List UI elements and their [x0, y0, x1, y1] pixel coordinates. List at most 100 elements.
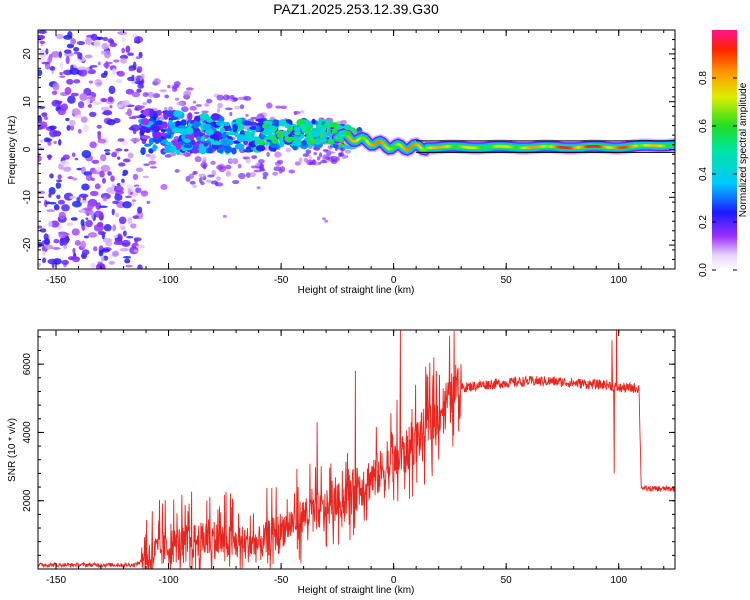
- scatter-blob: [147, 91, 154, 98]
- noise-blob: [57, 199, 66, 205]
- noise-blob: [115, 79, 123, 84]
- scatter-blob: [245, 172, 251, 178]
- band-blob: [250, 130, 255, 138]
- x-tick-label: -100: [159, 275, 179, 286]
- band-blob: [255, 144, 266, 152]
- noise-blob: [97, 231, 106, 236]
- scatter-blob: [289, 170, 294, 174]
- band-blob: [150, 124, 159, 132]
- noise-blob: [88, 111, 97, 118]
- bright-blob: [275, 130, 284, 136]
- noise-blob: [41, 250, 46, 256]
- scatter-blob: [183, 151, 191, 157]
- band-blob: [322, 127, 327, 132]
- noise-blob: [127, 52, 134, 56]
- noise-blob: [100, 164, 111, 173]
- noise-blob: [69, 195, 76, 200]
- noise-blob: [70, 38, 77, 45]
- noise-blob: [85, 217, 89, 220]
- noise-blob: [55, 182, 62, 189]
- band-blob: [234, 143, 245, 150]
- band-blob: [202, 123, 212, 130]
- scatter-blob: [313, 152, 318, 156]
- figure-title: PAZ1.2025.253.12.39.G30: [273, 1, 439, 17]
- band-blob: [249, 126, 258, 130]
- noise-blob: [39, 40, 46, 44]
- noise-blob: [135, 245, 145, 249]
- noise-blob: [45, 48, 49, 55]
- noise-blob: [58, 139, 62, 146]
- noise-blob: [77, 51, 81, 59]
- noise-blob: [118, 162, 126, 167]
- noise-blob: [107, 171, 112, 176]
- scatter-blob: [195, 104, 203, 107]
- scatter-blob: [312, 159, 317, 166]
- band-blob: [316, 124, 322, 129]
- scatter-blob: [216, 176, 221, 181]
- colorbar-tick-label: 0.4: [698, 167, 709, 181]
- noise-blob: [70, 92, 79, 97]
- scatter-blob: [242, 156, 251, 159]
- noise-blob: [108, 85, 116, 95]
- scatter-blob: [335, 156, 340, 162]
- noise-blob: [132, 61, 137, 70]
- band-blob: [207, 146, 213, 154]
- scatter-blob: [143, 163, 150, 167]
- noise-blob: [107, 96, 114, 103]
- snr-x-axis: -150 -100 -50 0 50 100: [46, 330, 665, 586]
- band-blob: [149, 109, 154, 117]
- noise-blob: [110, 175, 115, 182]
- noise-blob: [101, 256, 105, 262]
- bright-blob: [304, 123, 310, 129]
- scatter-blob: [278, 168, 283, 174]
- scatter-blob: [159, 89, 167, 93]
- snr-panel: -150 -100 -50 0 50 100 2000 4000 6000 Height of…: [7, 329, 676, 596]
- band-blob: [183, 138, 191, 143]
- scatter-blob: [305, 149, 312, 155]
- band-blob: [255, 118, 266, 122]
- band-blob: [316, 127, 322, 135]
- scatter-blob: [215, 182, 224, 187]
- band-blob: [263, 120, 273, 125]
- noise-blob: [45, 138, 53, 142]
- noise-blob: [125, 45, 131, 53]
- scatter-blob: [164, 94, 170, 99]
- noise-blob: [57, 174, 62, 180]
- noise-blob: [106, 119, 116, 126]
- noise-blob: [58, 211, 66, 220]
- x-tick-label: 0: [391, 275, 397, 286]
- noise-blob: [53, 203, 60, 211]
- scatter-blob: [198, 177, 203, 184]
- noise-blob: [74, 240, 81, 246]
- noise-blob: [98, 249, 104, 257]
- noise-blob: [137, 206, 143, 214]
- noise-blob: [91, 177, 95, 181]
- scatter-blob: [200, 161, 208, 169]
- noise-blob: [62, 154, 70, 160]
- noise-blob: [63, 49, 72, 54]
- bright-blob: [279, 140, 285, 148]
- x-tick-label: -150: [46, 275, 66, 286]
- noise-blob: [116, 71, 120, 74]
- bright-blob: [295, 136, 302, 141]
- scatter-blob: [280, 105, 288, 110]
- band-blob: [144, 143, 152, 147]
- scatter-blob: [316, 156, 321, 161]
- scatter-blob: [173, 84, 178, 91]
- band-blob: [177, 125, 187, 129]
- noise-blob: [126, 235, 134, 239]
- band-blob: [139, 125, 148, 133]
- x-tick-label: -100: [159, 575, 179, 586]
- noise-blob: [83, 235, 89, 239]
- noise-blob: [117, 156, 121, 160]
- band-blob: [152, 144, 157, 152]
- scatter-blob: [239, 104, 245, 110]
- noise-blob: [85, 174, 93, 181]
- noise-blob: [71, 152, 76, 157]
- scatter-blob: [142, 92, 149, 98]
- noise-blob: [61, 204, 70, 212]
- noise-blob: [134, 237, 139, 244]
- scatter-blob: [140, 191, 148, 194]
